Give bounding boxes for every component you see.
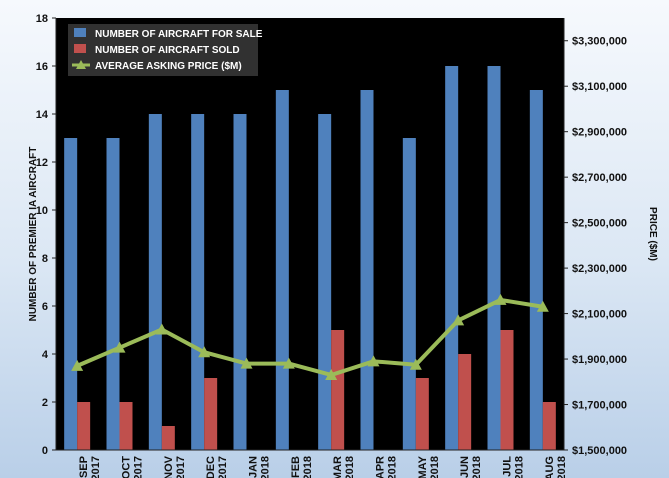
legend-marker-2	[76, 60, 86, 69]
bar-sold-6	[331, 330, 345, 450]
price-point-10	[494, 293, 507, 305]
y2-tick-label-8: $3,100,000	[572, 81, 627, 93]
y2-tick-label-2: $1,900,000	[572, 354, 627, 366]
x-tick-label-9: JUN2018	[459, 456, 483, 478]
y2-tick-label-0: $1,500,000	[572, 445, 627, 457]
price-point-1	[113, 341, 126, 353]
bar-for-sale-3	[191, 114, 205, 450]
y2-tick-label-1: $1,700,000	[572, 400, 627, 412]
x-tick-label-1: OCT2017	[121, 456, 145, 478]
bar-for-sale-2	[148, 114, 162, 450]
bar-for-sale-9	[445, 66, 459, 450]
x-tick-label-11: AUG2018	[544, 456, 568, 478]
bar-sold-0	[77, 402, 91, 450]
y2-tick-label-6: $2,700,000	[572, 172, 627, 184]
legend-swatch-0	[74, 28, 86, 37]
price-point-7	[367, 355, 380, 367]
y-tick-label-6: 12	[36, 157, 48, 169]
x-tick-label-5: FEB2018	[290, 456, 314, 478]
price-point-3	[198, 346, 211, 358]
bar-for-sale-6	[318, 114, 332, 450]
bar-for-sale-11	[529, 90, 543, 450]
legend: NUMBER OF AIRCRAFT FOR SALE NUMBER OF AIR…	[68, 24, 263, 76]
price-point-2	[155, 323, 168, 335]
price-point-9	[452, 314, 465, 326]
y2-tick-label-4: $2,300,000	[572, 263, 627, 275]
y-tick-label-2: 4	[42, 349, 49, 361]
bar-for-sale-5	[275, 90, 289, 450]
bar-sold-9	[458, 354, 472, 450]
y2-tick-label-9: $3,300,000	[572, 36, 627, 48]
bar-sold-10	[500, 330, 514, 450]
bar-for-sale-7	[360, 90, 374, 450]
y2-tick-label-5: $2,500,000	[572, 218, 627, 230]
x-tick-label-10: JUL2018	[502, 456, 526, 478]
plot-area	[56, 18, 564, 450]
y-tick-label-3: 6	[42, 301, 48, 313]
y-tick-label-1: 2	[42, 397, 48, 409]
price-point-8	[409, 358, 422, 370]
y2-tick-label-3: $2,100,000	[572, 309, 627, 321]
legend-label-2: AVERAGE ASKING PRICE ($M)	[95, 61, 242, 72]
y-tick-label-4: 8	[42, 253, 48, 265]
y-tick-label-5: 10	[36, 205, 48, 217]
bar-for-sale-4	[233, 114, 247, 450]
bar-for-sale-8	[402, 138, 416, 450]
price-point-5	[282, 357, 295, 369]
price-point-4	[240, 357, 253, 369]
y2-tick-label-7: $2,900,000	[572, 127, 627, 139]
x-tick-label-2: NOV2017	[163, 455, 187, 478]
y-tick-label-0: 0	[42, 445, 48, 457]
bar-sold-3	[204, 378, 218, 450]
bar-sold-11	[542, 402, 556, 450]
bar-sold-2	[161, 426, 175, 450]
bar-for-sale-0	[64, 138, 78, 450]
price-point-0	[71, 359, 84, 371]
bar-sold-8	[415, 378, 429, 450]
x-tick-label-3: DEC2017	[205, 456, 229, 478]
bar-sold-1	[119, 402, 133, 450]
y-tick-label-7: 14	[36, 109, 49, 121]
legend-label-1: NUMBER OF AIRCRAFT SOLD	[95, 45, 240, 56]
x-tick-label-6: MAR2018	[332, 456, 356, 478]
x-tick-label-8: MAY2018	[417, 455, 441, 478]
y-tick-label-9: 18	[36, 13, 48, 25]
y-axis-title: NUMBER OF PREMIER IA AIRCRAFT	[28, 147, 39, 322]
legend-swatch-1	[74, 44, 86, 53]
price-point-11	[536, 300, 549, 312]
x-tick-label-7: APR2018	[375, 456, 399, 478]
x-tick-label-4: JAN2018	[248, 456, 272, 478]
legend-label-0: NUMBER OF AIRCRAFT FOR SALE	[95, 29, 263, 40]
bar-for-sale-10	[487, 66, 501, 450]
price-point-6	[325, 368, 338, 380]
y2-axis-title: PRICE ($M)	[647, 207, 658, 261]
x-tick-label-0: SEP2017	[78, 456, 102, 478]
price-line	[76, 297, 544, 377]
y-tick-label-8: 16	[36, 61, 48, 73]
bar-for-sale-1	[106, 138, 120, 450]
